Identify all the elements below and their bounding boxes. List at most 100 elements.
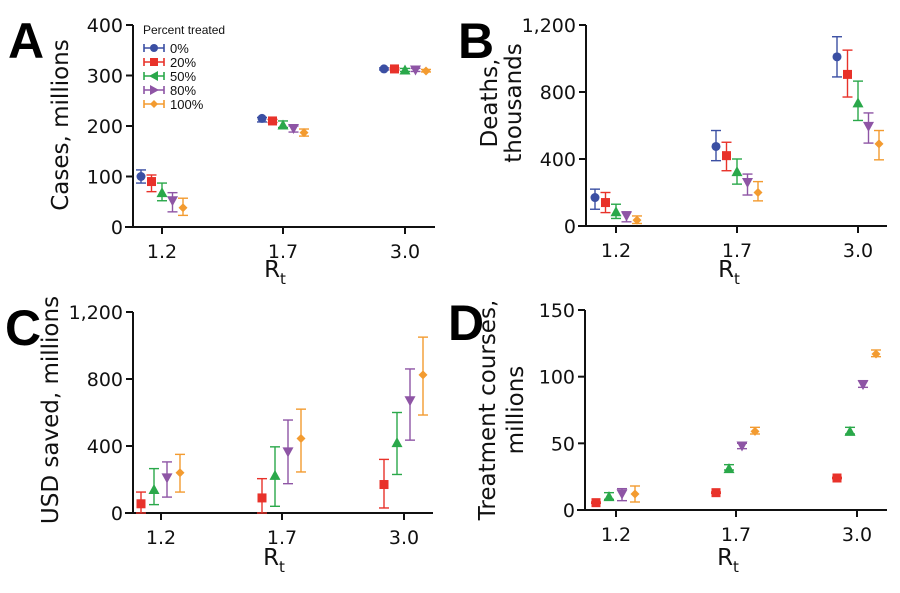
y-axis-title: Treatment courses, <box>475 300 501 522</box>
legend: Percent treated 0%20%50%80%100% <box>143 23 225 112</box>
legend-marker <box>150 58 158 66</box>
y-tick-label: 100 <box>87 167 123 189</box>
x-tick-label: 1.2 <box>147 241 177 263</box>
legend-label: 100% <box>170 97 204 112</box>
y-tick-label: 800 <box>540 82 576 104</box>
data-point <box>621 211 632 222</box>
y-tick-label: 1,200 <box>522 15 576 37</box>
series-50pct <box>148 411 403 507</box>
legend-marker <box>150 85 159 95</box>
data-point <box>630 489 640 499</box>
x-axis-title-main: R <box>718 257 734 283</box>
data-point <box>616 489 628 500</box>
y-tick-label: 400 <box>87 15 123 37</box>
y-tick-label: 0 <box>564 216 576 238</box>
data-point <box>269 469 281 480</box>
data-point <box>178 203 188 213</box>
data-point <box>731 166 743 177</box>
data-point <box>390 64 399 74</box>
series-20pct <box>146 64 400 193</box>
x-tick-label: 3.0 <box>843 240 873 262</box>
y-tick-label: 200 <box>87 116 123 138</box>
series-100pct <box>175 336 428 493</box>
data-point <box>136 172 146 181</box>
x-axis-title: Rt <box>263 545 285 576</box>
data-point <box>277 119 289 130</box>
panel-a: A 0 100 200 300 400 1.2 1.7 3.0 Rt Cases, millions… <box>8 13 435 288</box>
data-point <box>603 491 615 502</box>
x-tick-label: 3.0 <box>389 527 419 549</box>
data-point <box>167 196 178 207</box>
data-point <box>288 124 299 135</box>
data-point <box>257 113 267 123</box>
series-20pct <box>600 49 853 214</box>
y-tick-label: 0 <box>111 217 123 239</box>
data-point <box>742 177 753 188</box>
x-axis-title-main: R <box>264 257 280 283</box>
panel-b: B 0 400 800 1,200 1.2 1.7 3.0 Rt Deaths,thousands <box>458 13 887 288</box>
data-point <box>257 493 267 503</box>
legend-label: 20% <box>170 55 196 70</box>
y-tick-label: 50 <box>551 433 575 455</box>
data-point <box>874 139 884 149</box>
x-axis-title-main: R <box>717 545 733 571</box>
x-axis-title: Rt <box>717 545 739 576</box>
data-point <box>296 433 306 443</box>
data-point <box>844 425 856 436</box>
x-tick-label: 1.7 <box>267 527 297 549</box>
legend-title: Percent treated <box>143 23 225 37</box>
y-axis-title: millions <box>503 366 529 455</box>
x-axis-title-subscript: t <box>280 270 286 288</box>
data-point <box>711 488 721 498</box>
panel-d: D 0 50 100 150 1.2 1.7 3.0 Rt Treatment courses, m… <box>448 295 887 576</box>
legend-marker <box>150 44 158 52</box>
y-axis-title: Deaths, <box>477 59 503 148</box>
data-point <box>871 349 881 359</box>
legend-item: 100% <box>143 97 204 112</box>
data-point <box>857 380 869 391</box>
data-point <box>421 66 431 76</box>
y-tick-label: 400 <box>540 149 576 171</box>
data-point <box>399 64 411 75</box>
series-100pct <box>630 349 881 503</box>
legend-label: 80% <box>170 83 196 98</box>
legend-item: 80% <box>143 83 196 98</box>
x-axis-title: Rt <box>718 257 740 288</box>
y-tick-label: 150 <box>539 300 575 322</box>
data-point <box>722 151 731 161</box>
data-point <box>832 52 842 62</box>
panel-letter: D <box>448 295 484 351</box>
legend-marker <box>149 71 158 81</box>
x-tick-label: 1.2 <box>601 240 631 262</box>
x-tick-label: 3.0 <box>842 524 872 546</box>
data-point <box>404 396 416 407</box>
data-point <box>299 128 309 138</box>
data-point <box>268 116 277 126</box>
series-100pct <box>632 129 884 225</box>
x-tick-label: 1.7 <box>268 241 298 263</box>
data-point <box>723 463 735 474</box>
data-point <box>711 141 721 151</box>
series-20pct <box>591 473 842 508</box>
data-point <box>610 206 622 217</box>
data-point <box>379 480 389 490</box>
data-point <box>410 65 421 76</box>
legend-item: 20% <box>143 55 196 70</box>
legend-marker <box>150 100 158 108</box>
data-point <box>750 426 760 436</box>
x-axis-title: Rt <box>264 257 286 288</box>
data-point <box>282 447 294 458</box>
y-tick-label: 1,200 <box>69 302 123 324</box>
data-point <box>418 370 428 380</box>
series-80pct <box>161 368 416 498</box>
x-axis-title-subscript: t <box>279 558 285 576</box>
panel-letter: A <box>8 13 44 69</box>
legend-label: 50% <box>170 69 196 84</box>
x-axis-title-main: R <box>263 545 279 571</box>
data-point <box>161 473 173 484</box>
series-20pct <box>136 458 389 514</box>
x-tick-label: 3.0 <box>390 241 420 263</box>
series-50pct <box>610 80 864 220</box>
series-0pct <box>590 36 842 210</box>
